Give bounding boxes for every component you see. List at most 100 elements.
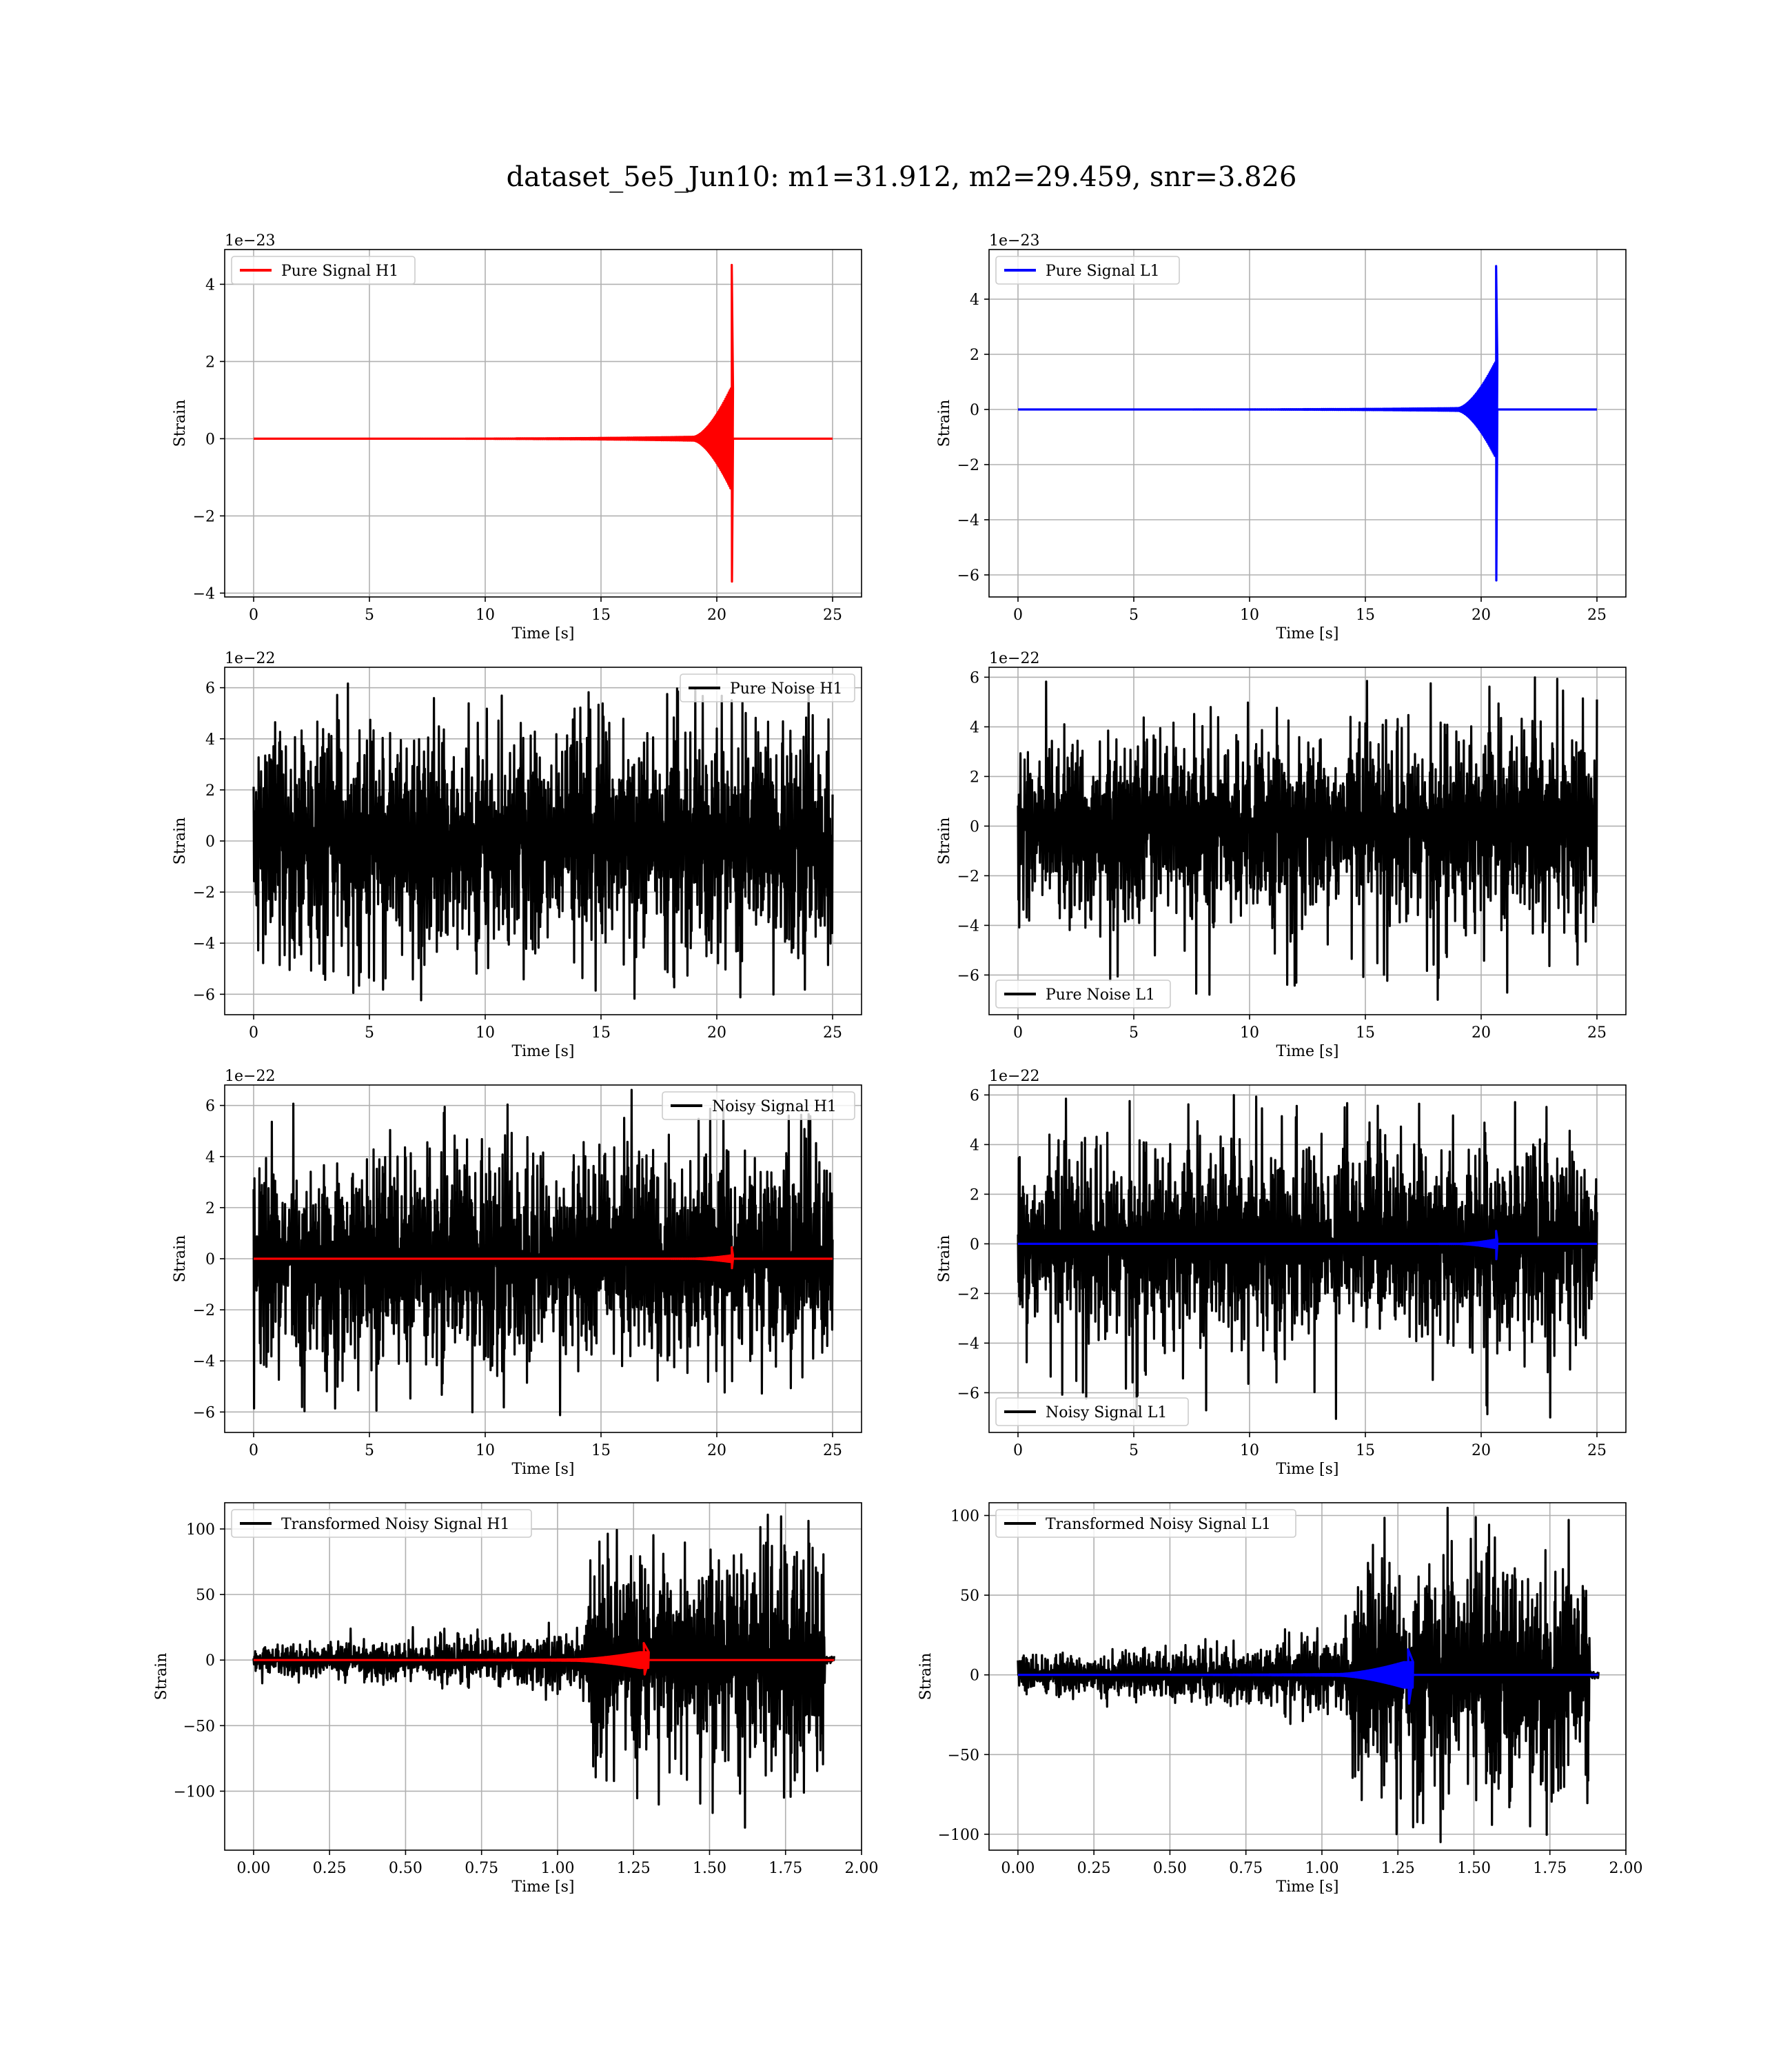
y-tick-label: −2 bbox=[957, 868, 979, 885]
legend-box bbox=[231, 256, 416, 285]
series-line-1 bbox=[252, 1641, 835, 1676]
y-axis-label: Strain bbox=[172, 1235, 189, 1283]
noisy-signal-l1-panel: 0 5 10 15 20 25 −6 −4 −2 0 2 4 6 1e−22 Time [s] Strain N… bbox=[936, 1068, 1627, 1478]
offset-text: 1e−23 bbox=[989, 232, 1039, 250]
y-tick-label: 0 bbox=[970, 1236, 979, 1253]
y-tick-label: 6 bbox=[205, 1098, 215, 1115]
axes-frame bbox=[988, 1084, 1627, 1433]
series-line-1 bbox=[253, 1246, 833, 1270]
y-tick-label: 0 bbox=[205, 1251, 215, 1268]
y-tick-label: −100 bbox=[938, 1827, 979, 1844]
legend-box bbox=[995, 256, 1180, 285]
x-tick-label: 0.50 bbox=[389, 1860, 422, 1877]
legend-box bbox=[231, 1509, 532, 1538]
x-tick-label: 0.00 bbox=[236, 1860, 270, 1877]
plot-area bbox=[1017, 676, 1598, 1001]
legend: Pure Noise H1 bbox=[680, 673, 855, 702]
offset-text: 1e−22 bbox=[989, 650, 1039, 667]
transformed-noisy-signal-h1-panel: 0.00 0.25 0.50 0.75 1.00 1.25 1.50 1.75 2.00 −100… bbox=[153, 1502, 879, 1896]
axes-frame bbox=[224, 249, 862, 598]
y-tick-label: −4 bbox=[957, 918, 979, 935]
pure-signal-h1-panel: 0 5 10 15 20 25 −4 −2 0 2 4 1e−23 Time [s] Strain Pure… bbox=[172, 232, 862, 642]
x-tick-label: 15 bbox=[591, 607, 611, 624]
axes-frame bbox=[988, 249, 1627, 598]
y-tick-label: −4 bbox=[957, 512, 979, 529]
x-tick-label: 10 bbox=[1240, 1442, 1259, 1459]
x-tick-label: 0 bbox=[249, 1442, 258, 1459]
plot-area bbox=[253, 263, 833, 583]
y-axis-label: Strain bbox=[172, 400, 189, 447]
x-tick-label: 20 bbox=[1472, 1024, 1491, 1042]
x-tick-label: 2.00 bbox=[845, 1860, 879, 1877]
x-tick-label: 5 bbox=[1129, 1024, 1139, 1042]
axes-frame bbox=[224, 667, 862, 1015]
x-axis-label: Time [s] bbox=[511, 625, 574, 642]
y-tick-label: 0 bbox=[970, 402, 979, 419]
y-tick-label: −6 bbox=[193, 986, 215, 1004]
y-tick-label: −4 bbox=[957, 1335, 979, 1352]
x-tick-label: 1.75 bbox=[768, 1860, 802, 1877]
axes-frame bbox=[988, 667, 1627, 1015]
y-tick-label: 4 bbox=[970, 719, 979, 736]
pure-noise-h1-panel: 0 5 10 15 20 25 −6 −4 −2 0 2 4 6 1e−22 Time [s] Strain P… bbox=[172, 650, 862, 1060]
x-axis-label: Time [s] bbox=[511, 1878, 574, 1896]
x-axis-label: Time [s] bbox=[1276, 1043, 1338, 1060]
noisy-signal-h1-panel: 0 5 10 15 20 25 −6 −4 −2 0 2 4 6 1e−22 Time [s] Strain N… bbox=[172, 1068, 862, 1478]
y-tick-label: 2 bbox=[205, 782, 215, 800]
x-axis-label: Time [s] bbox=[1276, 625, 1338, 642]
y-tick-label: −2 bbox=[193, 884, 215, 902]
series-line-0 bbox=[253, 263, 833, 583]
x-tick-label: 15 bbox=[591, 1024, 611, 1042]
y-tick-label: −50 bbox=[948, 1747, 979, 1764]
legend-box bbox=[680, 673, 855, 702]
x-tick-label: 10 bbox=[476, 607, 495, 624]
x-tick-label: 5 bbox=[365, 1024, 374, 1042]
x-tick-label: 5 bbox=[365, 1442, 374, 1459]
legend-box bbox=[995, 980, 1171, 1008]
offset-text: 1e−22 bbox=[225, 650, 275, 667]
legend-label: Pure Noise L1 bbox=[1046, 986, 1155, 1004]
x-tick-label: 5 bbox=[1129, 1442, 1139, 1459]
series-line-0 bbox=[252, 682, 834, 1002]
x-tick-label: 20 bbox=[707, 1442, 726, 1459]
x-axis-label: Time [s] bbox=[1276, 1461, 1338, 1478]
x-tick-label: 0.00 bbox=[1001, 1860, 1035, 1877]
y-tick-label: 100 bbox=[950, 1508, 979, 1525]
plot-area bbox=[252, 682, 834, 1002]
x-tick-label: 15 bbox=[591, 1442, 611, 1459]
offset-text: 1e−22 bbox=[225, 1068, 275, 1085]
x-tick-label: 15 bbox=[1356, 1024, 1375, 1042]
x-tick-label: 20 bbox=[707, 1024, 726, 1042]
series-line-0 bbox=[252, 1513, 835, 1829]
plot-area bbox=[1017, 265, 1597, 582]
y-tick-label: −4 bbox=[193, 1353, 215, 1370]
x-tick-label: 5 bbox=[1129, 607, 1139, 624]
offset-text: 1e−22 bbox=[989, 1068, 1039, 1085]
y-tick-label: 0 bbox=[205, 431, 215, 448]
x-tick-label: 2.00 bbox=[1609, 1860, 1643, 1877]
y-axis-label: Strain bbox=[153, 1653, 170, 1701]
legend-label: Noisy Signal H1 bbox=[712, 1098, 837, 1115]
y-axis-label: Strain bbox=[936, 1235, 953, 1283]
y-tick-label: −2 bbox=[193, 1302, 215, 1319]
y-tick-label: −100 bbox=[174, 1783, 215, 1801]
x-tick-label: 0 bbox=[249, 1024, 258, 1042]
series-line-0 bbox=[1017, 1506, 1600, 1843]
x-tick-label: 1.25 bbox=[617, 1860, 651, 1877]
y-tick-label: 0 bbox=[970, 1667, 979, 1685]
y-tick-label: −6 bbox=[957, 567, 979, 585]
y-tick-label: 2 bbox=[970, 769, 979, 786]
y-tick-label: 50 bbox=[960, 1588, 979, 1605]
y-axis-label: Strain bbox=[936, 818, 953, 865]
legend: Pure Noise L1 bbox=[995, 980, 1171, 1008]
pure-signal-l1-panel: 0 5 10 15 20 25 −6 −4 −2 0 2 4 1e−23 Time [s] Strain Pu… bbox=[936, 232, 1627, 642]
y-tick-label: 4 bbox=[970, 292, 979, 309]
legend-label: Pure Signal L1 bbox=[1046, 263, 1160, 280]
x-axis-label: Time [s] bbox=[511, 1461, 574, 1478]
x-tick-label: 0 bbox=[1013, 1024, 1023, 1042]
plot-area bbox=[1017, 1094, 1598, 1420]
y-tick-label: −6 bbox=[957, 967, 979, 984]
legend: Pure Signal L1 bbox=[995, 256, 1180, 285]
y-tick-label: −6 bbox=[193, 1404, 215, 1421]
